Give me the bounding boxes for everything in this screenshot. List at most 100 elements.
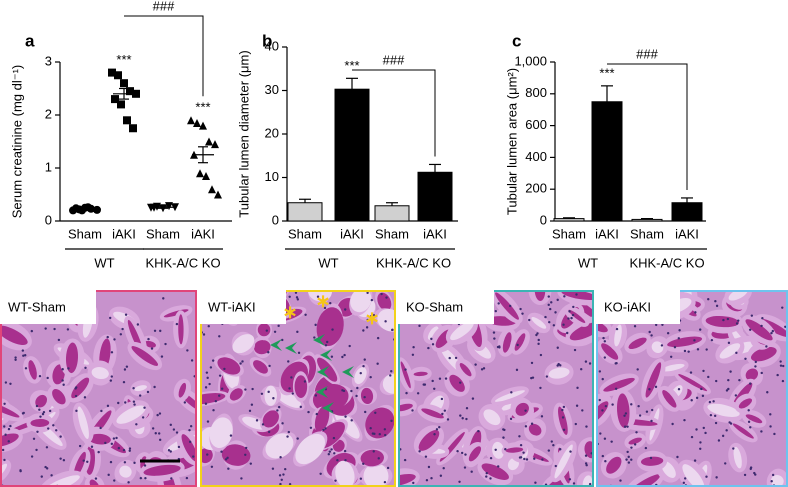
y-axis-label: Serum creatinine (mg dl⁻¹)	[9, 65, 24, 219]
nucleus	[220, 387, 224, 390]
nucleus	[363, 395, 366, 399]
nucleus	[644, 446, 648, 450]
nucleus	[438, 377, 442, 380]
nucleus	[48, 409, 52, 413]
nucleus	[7, 440, 10, 443]
nucleus	[669, 355, 673, 359]
tubule-lumen	[264, 385, 277, 406]
nucleus	[244, 453, 247, 456]
nucleus	[128, 447, 132, 450]
nucleus	[494, 309, 497, 313]
tubule-lumen	[253, 360, 268, 374]
nucleus	[391, 328, 394, 332]
tubule-lumen	[77, 406, 89, 440]
nucleus	[709, 413, 713, 417]
nucleus	[749, 382, 752, 385]
nucleus	[277, 324, 280, 328]
nucleus	[295, 296, 299, 299]
nucleus	[438, 426, 441, 429]
data-point	[123, 116, 131, 125]
nucleus	[52, 424, 55, 427]
nucleus	[485, 475, 488, 478]
nucleus	[619, 479, 622, 482]
nucleus	[673, 346, 677, 349]
nucleus	[465, 406, 469, 410]
nucleus	[344, 459, 347, 462]
nucleus	[332, 436, 336, 440]
tubule-lumen	[52, 389, 66, 405]
nucleus	[497, 302, 500, 305]
nucleus	[139, 476, 143, 480]
tubule-lumen	[494, 390, 525, 402]
tubule-lumen	[377, 308, 396, 332]
nucleus	[502, 436, 505, 439]
nucleus	[704, 431, 707, 435]
tubule-lumen	[515, 402, 529, 416]
nucleus	[153, 329, 157, 332]
image-border	[200, 290, 396, 487]
y-tick-label: 1,000	[514, 53, 547, 68]
nucleus	[3, 402, 6, 405]
nucleus	[177, 445, 181, 449]
tubule-lumen	[143, 340, 156, 348]
nucleus	[602, 336, 605, 340]
nucleus	[552, 324, 556, 327]
nucleus	[460, 451, 464, 455]
tubule-lumen	[677, 373, 708, 392]
nucleus	[539, 386, 542, 390]
nucleus	[405, 391, 408, 395]
nucleus	[773, 432, 776, 436]
nucleus	[623, 425, 627, 428]
nucleus	[599, 432, 602, 435]
nucleus	[133, 403, 136, 406]
nucleus	[369, 375, 372, 379]
nucleus	[123, 368, 127, 371]
data-point	[120, 79, 128, 88]
nucleus	[637, 404, 640, 408]
nucleus	[344, 415, 347, 418]
nucleus	[297, 351, 301, 355]
x-tick-label: iAKI	[675, 226, 699, 241]
nucleus	[136, 323, 140, 326]
nucleus	[580, 368, 583, 371]
nucleus	[747, 409, 750, 412]
nucleus	[110, 351, 114, 354]
nucleus	[119, 333, 123, 336]
nucleus	[386, 466, 390, 470]
nucleus	[699, 441, 702, 444]
significance: ***	[344, 58, 359, 73]
nucleus	[714, 300, 717, 303]
nucleus	[715, 304, 719, 308]
tubule-lumen	[131, 346, 159, 366]
nucleus	[57, 338, 61, 342]
nucleus	[494, 448, 497, 452]
nucleus	[288, 295, 291, 298]
tubule-lumen	[365, 407, 395, 439]
nucleus	[138, 394, 142, 397]
data-point	[196, 169, 204, 178]
nucleus	[299, 405, 302, 409]
nucleus	[533, 457, 536, 460]
nucleus	[701, 394, 705, 398]
nucleus	[83, 396, 87, 399]
nucleus	[576, 386, 579, 390]
nucleus	[365, 326, 369, 329]
tubule-lumen	[350, 290, 372, 313]
bar	[417, 171, 453, 222]
nucleus	[376, 336, 380, 340]
nucleus	[574, 422, 577, 426]
group-label: KHK-A/C KO	[145, 255, 220, 270]
nucleus	[128, 449, 131, 452]
nucleus	[518, 456, 522, 459]
tubule-lumen	[274, 389, 302, 408]
nucleus	[536, 332, 539, 335]
nucleus	[272, 397, 275, 400]
tubule-lumen	[35, 394, 48, 408]
nucleus	[363, 358, 366, 361]
nucleus	[151, 427, 155, 430]
tubule-lumen	[449, 374, 465, 392]
nucleus	[497, 465, 500, 468]
nucleus	[702, 426, 705, 430]
nucleus	[539, 353, 543, 357]
nucleus	[562, 405, 566, 409]
